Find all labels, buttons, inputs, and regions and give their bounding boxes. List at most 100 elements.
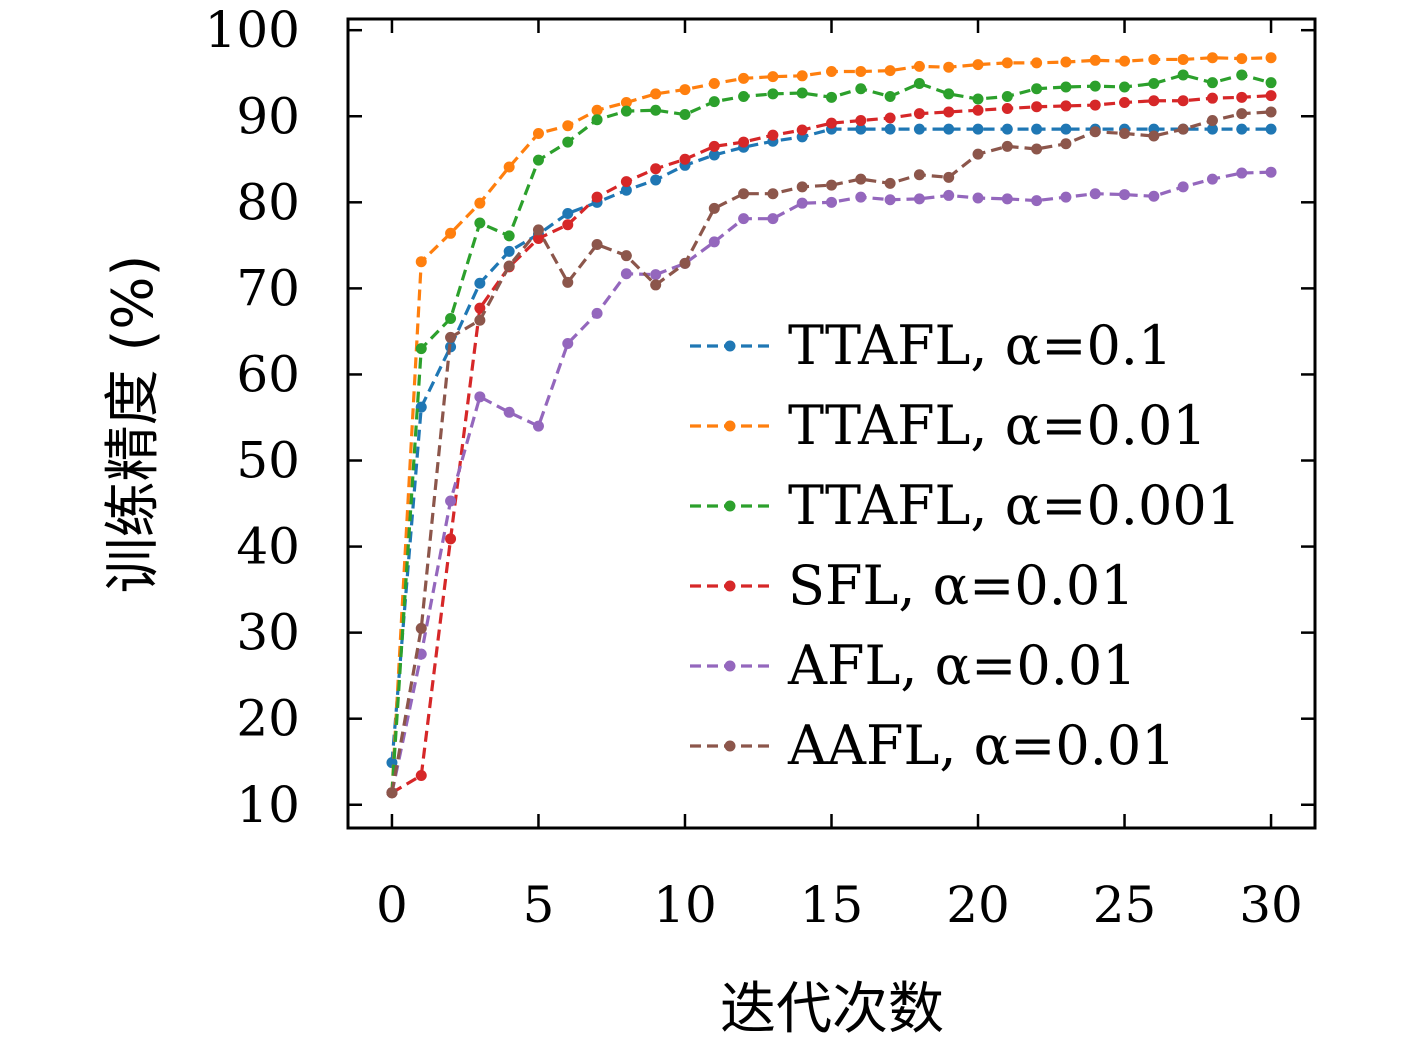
y-tick-label: 50: [236, 432, 300, 490]
data-point: [1119, 55, 1131, 67]
data-point: [503, 230, 515, 242]
data-point: [679, 109, 691, 121]
data-point: [767, 213, 779, 225]
data-point: [620, 105, 632, 117]
data-point: [1031, 123, 1043, 135]
data-point: [650, 163, 662, 175]
data-point: [620, 176, 632, 188]
data-point: [1089, 54, 1101, 66]
data-point: [1265, 90, 1277, 102]
y-tick-label: 10: [236, 776, 300, 834]
data-point: [679, 84, 691, 96]
data-point: [855, 191, 867, 203]
data-point: [591, 238, 603, 250]
data-point: [1236, 108, 1248, 120]
y-axis: 10 20 30 40 50 60 70 80 90 100: [205, 1, 1315, 834]
data-point: [1148, 53, 1160, 65]
data-point: [532, 420, 544, 432]
data-point: [1265, 52, 1277, 64]
data-point: [503, 161, 515, 173]
data-point: [562, 276, 574, 288]
data-point: [650, 269, 662, 281]
data-point: [1206, 92, 1218, 104]
data-point: [562, 219, 574, 231]
data-point: [767, 188, 779, 200]
x-tick-label: 5: [523, 876, 555, 934]
data-point: [620, 96, 632, 108]
data-point: [1177, 123, 1189, 135]
data-point: [826, 117, 837, 129]
data-point: [445, 313, 457, 325]
data-point: [855, 173, 867, 185]
legend-item: TTAFL, α=0.01: [690, 394, 1207, 457]
data-point: [1206, 52, 1218, 64]
data-point: [943, 106, 955, 118]
data-point: [855, 115, 867, 127]
data-point: [796, 87, 808, 99]
legend-item: AAFL, α=0.01: [690, 714, 1176, 777]
data-point: [972, 104, 984, 116]
data-point: [1060, 56, 1072, 68]
data-point: [1265, 106, 1277, 118]
data-point: [1031, 57, 1043, 69]
data-point: [972, 123, 984, 135]
data-point: [972, 93, 984, 105]
data-point: [620, 250, 632, 262]
legend-label: TTAFL, α=0.001: [788, 474, 1241, 537]
legend-item: SFL, α=0.01: [690, 554, 1135, 617]
data-point: [445, 495, 457, 507]
data-point: [767, 71, 779, 83]
data-point: [474, 217, 486, 229]
data-point: [972, 148, 984, 160]
data-point: [913, 123, 925, 135]
series-6: [386, 106, 1277, 799]
legend-item: TTAFL, α=0.001: [690, 474, 1241, 537]
data-point: [943, 88, 955, 100]
data-point: [1001, 140, 1013, 152]
data-point: [884, 112, 896, 124]
data-point: [415, 256, 427, 268]
legend-swatch-marker: [724, 340, 736, 352]
data-point: [1089, 126, 1101, 138]
data-point: [913, 193, 925, 205]
data-point: [1060, 123, 1072, 135]
x-tick-label: 10: [653, 876, 717, 934]
data-point: [415, 770, 427, 782]
data-point: [1206, 173, 1218, 185]
data-point: [1148, 130, 1160, 142]
y-tick-label: 30: [236, 604, 300, 662]
data-point: [1119, 96, 1131, 108]
data-point: [474, 197, 486, 209]
data-point: [943, 189, 955, 201]
data-point: [1089, 188, 1101, 200]
data-point: [738, 90, 750, 102]
data-point: [1031, 101, 1043, 113]
data-point: [913, 169, 925, 181]
data-point: [445, 331, 457, 343]
data-point: [503, 245, 515, 257]
data-point: [591, 307, 603, 319]
data-point: [1265, 77, 1277, 89]
data-point: [1177, 69, 1189, 81]
legend-swatch-marker: [724, 580, 736, 592]
data-point: [679, 153, 691, 165]
data-point: [1206, 77, 1218, 89]
data-point: [445, 533, 457, 545]
data-point: [1119, 81, 1131, 93]
data-point: [767, 129, 779, 141]
data-point: [1206, 115, 1218, 127]
data-point: [591, 191, 603, 203]
data-point: [1177, 53, 1189, 65]
data-point: [620, 184, 632, 196]
y-axis-title: 训练精度 (%): [101, 255, 166, 594]
legend-swatch-marker: [724, 420, 736, 432]
data-point: [591, 104, 603, 116]
data-point: [1148, 95, 1160, 107]
data-point: [972, 192, 984, 204]
legend-item: AFL, α=0.01: [690, 634, 1137, 697]
data-point: [650, 279, 662, 291]
series-layer: [386, 52, 1277, 799]
data-point: [1236, 53, 1248, 65]
data-point: [1265, 166, 1277, 178]
x-tick-label: 15: [800, 876, 864, 934]
